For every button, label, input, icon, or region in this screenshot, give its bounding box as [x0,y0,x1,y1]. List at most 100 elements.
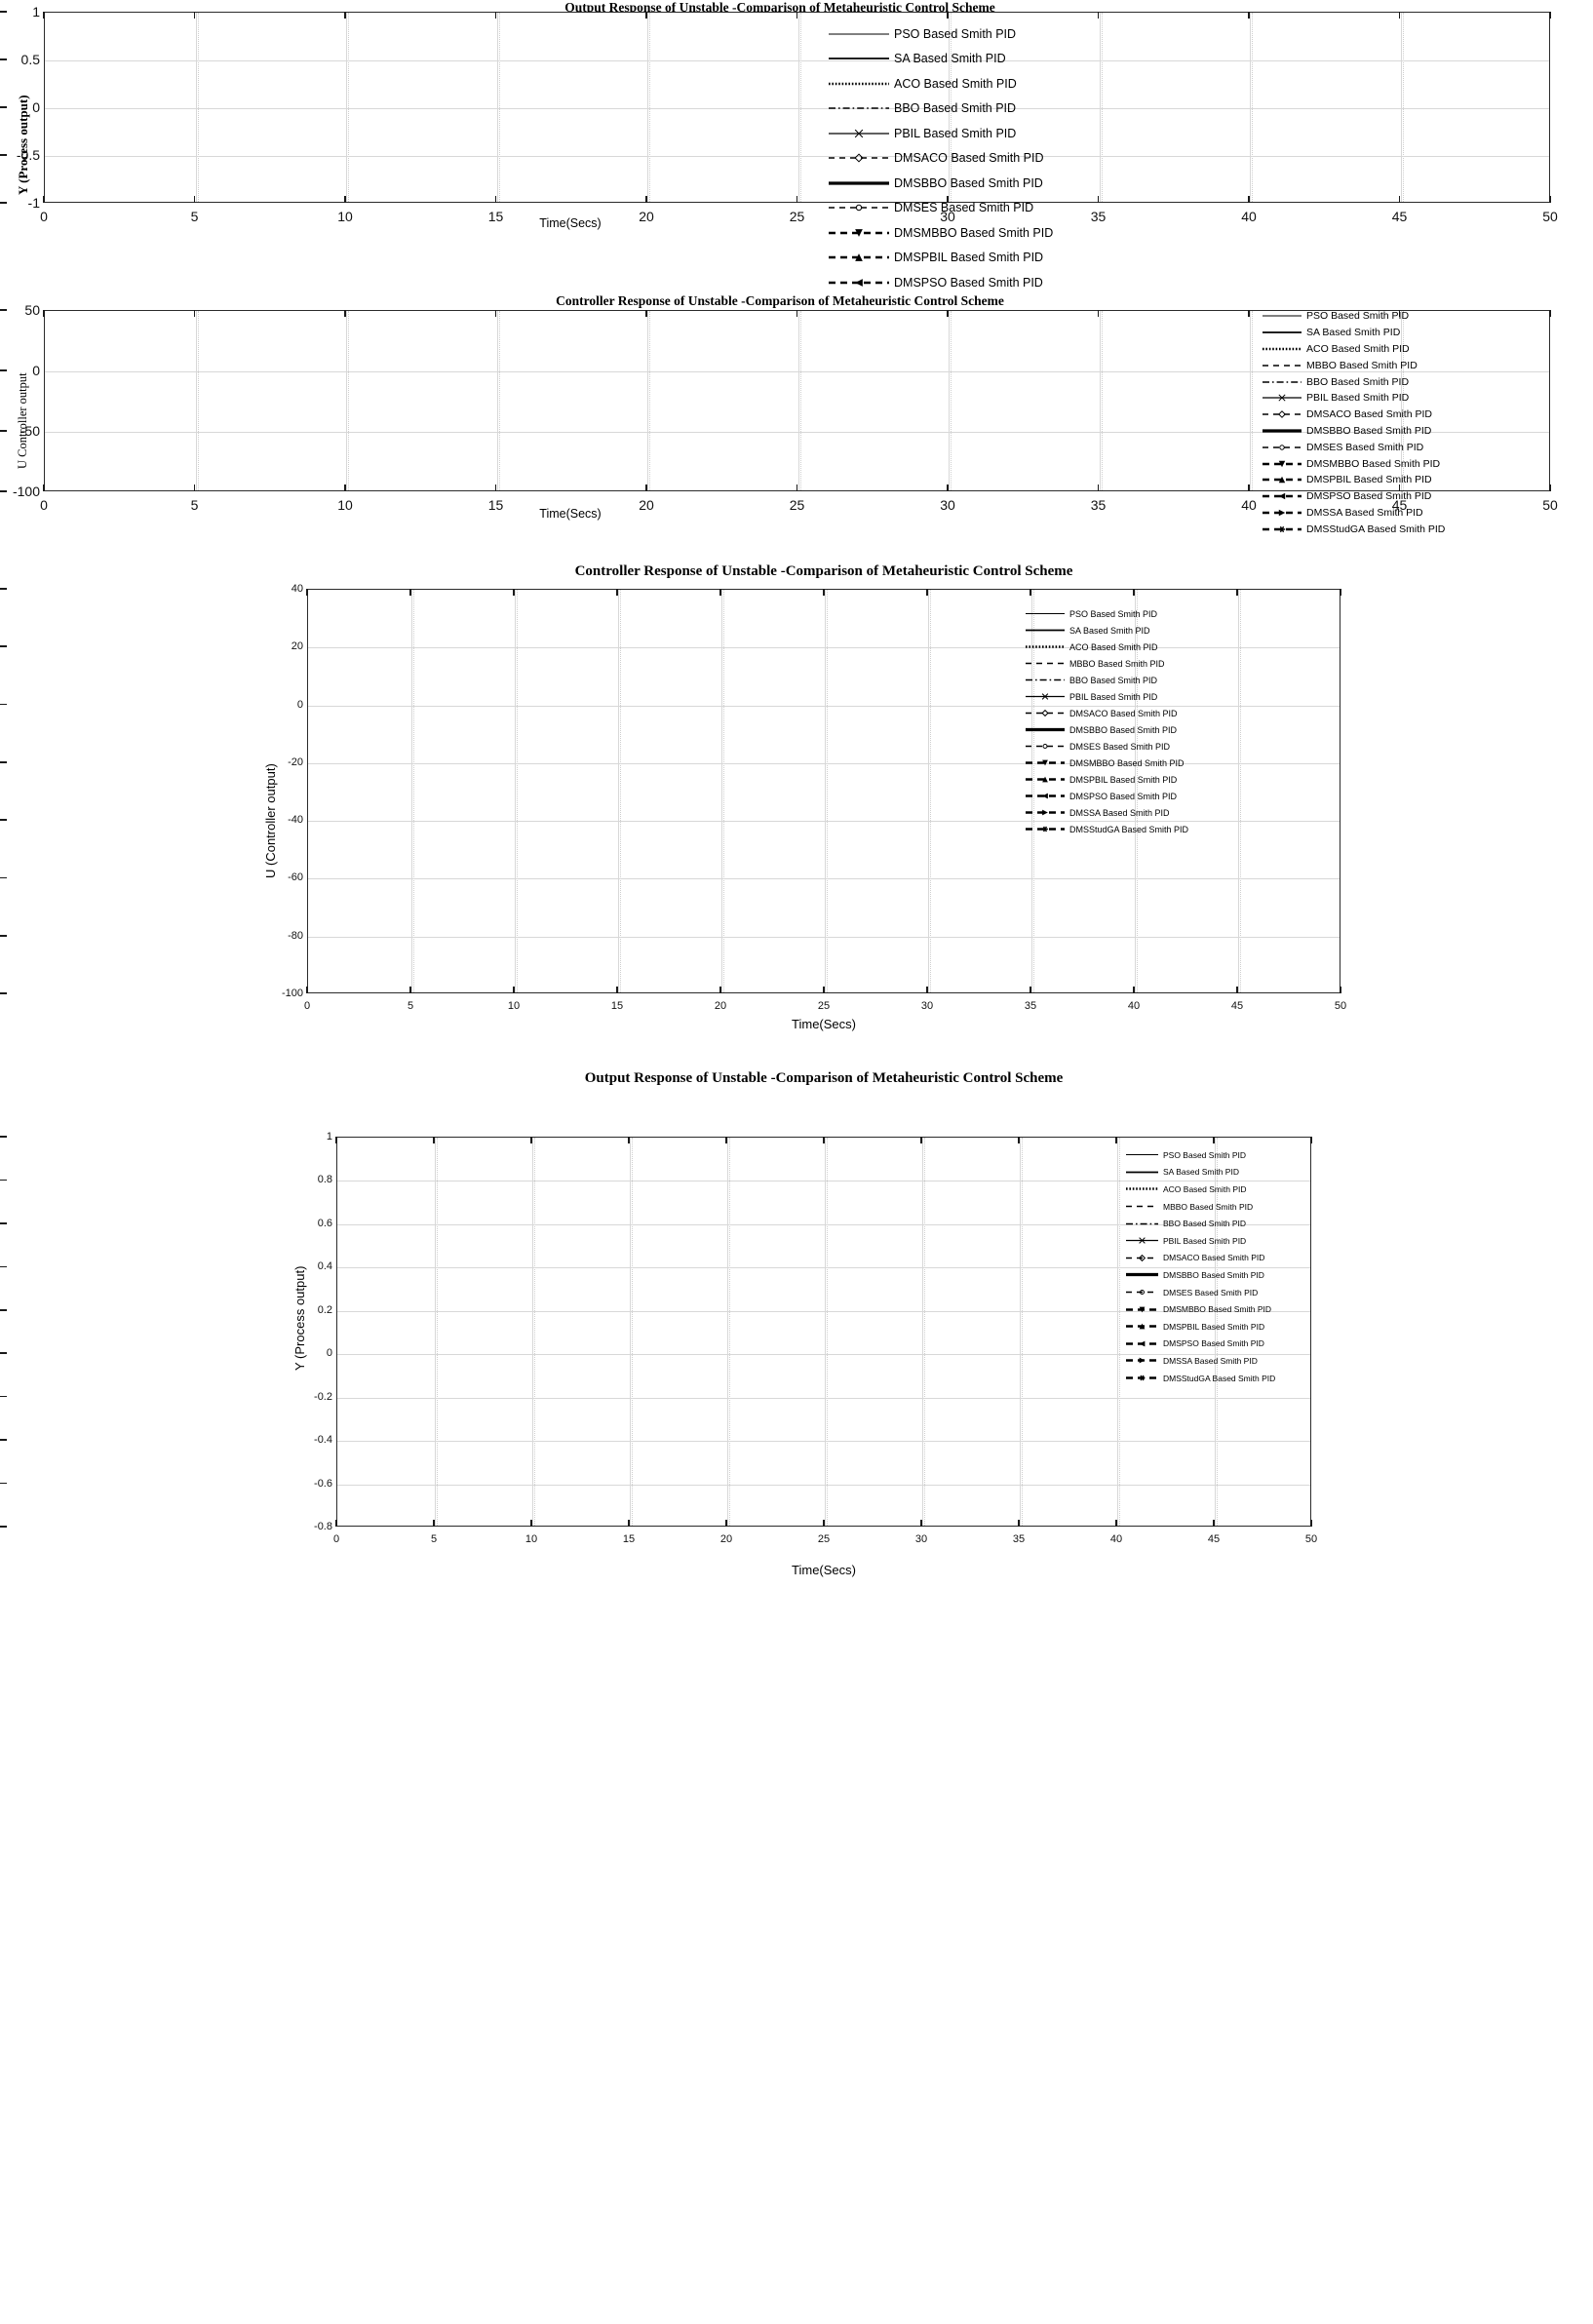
gridline-horizontal [45,371,1549,372]
x-tick-top [926,589,928,596]
gridline-horizontal [337,1441,1310,1443]
legend-item[interactable]: ACO Based Smith PID [1026,639,1289,655]
legend-line-sample-solid-x [1126,1236,1158,1245]
x-tick [306,987,308,993]
legend-item[interactable]: DMSPBIL Based Smith PID [1126,1318,1370,1336]
legend-line-sample-solid-med [1126,1168,1158,1177]
gridline-vertical [727,1138,728,1526]
legend-item[interactable]: SA Based Smith PID [1026,622,1289,639]
legend-item[interactable]: DMSBBO Based Smith PID [1026,721,1289,738]
legend-item[interactable]: DMSACO Based Smith PID [829,146,1238,172]
x-tick-top [823,1137,825,1143]
gridline-vertical-dotted [1137,590,1139,992]
legend-item[interactable]: PBIL Based Smith PID [1026,688,1289,705]
legend-line-sample-dashed [1026,659,1065,668]
gridline-horizontal [45,432,1549,433]
gridline-vertical-dotted [632,1138,634,1526]
x-tick [1340,987,1341,993]
legend-item[interactable]: DMSPSO Based Smith PID [1026,788,1289,804]
legend-item[interactable]: DMSSA Based Smith PID [1263,505,1593,522]
legend-line-sample-dash-triangle-down [1126,1305,1158,1314]
y-tick [0,106,7,108]
legend-line-sample-dash-triangle-left [829,277,889,289]
x-tick [1018,1520,1020,1527]
gridline-vertical-dotted [498,311,501,490]
gridline-vertical-dotted [1252,13,1254,202]
legend-item[interactable]: DMSPSO Based Smith PID [1126,1336,1370,1353]
legend-item[interactable]: PBIL Based Smith PID [1126,1232,1370,1250]
legend-item[interactable]: ACO Based Smith PID [1126,1181,1370,1198]
x-tick-top [947,12,949,19]
x-tick [796,484,798,491]
legend-item[interactable]: DMSStudGA Based Smith PID [1263,521,1593,537]
legend-item[interactable]: MBBO Based Smith PID [1263,357,1593,373]
legend-item[interactable]: DMSPBIL Based Smith PID [829,246,1238,271]
x-tick-top [1398,310,1401,317]
legend-item-label: PSO Based Smith PID [1069,608,1158,619]
legend-item[interactable]: DMSPBIL Based Smith PID [1263,472,1593,488]
legend-item[interactable]: DMSES Based Smith PID [1263,439,1593,455]
legend-item[interactable]: ACO Based Smith PID [1263,341,1593,358]
legend-item[interactable]: DMSBBO Based Smith PID [1263,423,1593,440]
legend-item-label: PBIL Based Smith PID [1163,1235,1247,1246]
legend-item[interactable]: SA Based Smith PID [1263,325,1593,341]
legend-item[interactable]: SA Based Smith PID [1126,1164,1370,1181]
x-tick-top [193,12,196,19]
legend-item[interactable]: PBIL Based Smith PID [829,121,1238,146]
x-tick [645,196,647,203]
legend-item[interactable]: DMSPSO Based Smith PID [829,270,1238,295]
legend-item[interactable]: BBO Based Smith PID [1126,1215,1370,1232]
legend-item[interactable]: DMSACO Based Smith PID [1026,705,1289,721]
legend-item[interactable]: ACO Based Smith PID [829,71,1238,97]
legend-item[interactable]: DMSES Based Smith PID [829,196,1238,221]
y-tick [0,761,7,763]
x-tick [344,484,346,491]
legend-item-label: DMSBBO Based Smith PID [1163,1269,1264,1280]
legend-item[interactable]: DMSES Based Smith PID [1026,738,1289,755]
p3-legend: PSO Based Smith PID SA Based Smith PID ACO… [1026,605,1289,837]
legend-item[interactable]: DMSBBO Based Smith PID [829,171,1238,196]
legend-item[interactable]: DMSBBO Based Smith PID [1126,1266,1370,1284]
legend-item[interactable]: BBO Based Smith PID [1026,672,1289,688]
legend-item-label: BBO Based Smith PID [894,101,1017,116]
legend-item[interactable]: DMSMBBO Based Smith PID [1026,755,1289,771]
legend-line-sample-solid-heavy [1026,725,1065,734]
legend-line-sample-solid-heavy [1263,426,1302,436]
legend-item[interactable]: BBO Based Smith PID [1263,373,1593,390]
legend-item[interactable]: PSO Based Smith PID [1263,308,1593,325]
legend-item[interactable]: DMSSA Based Smith PID [1026,804,1289,821]
legend-item[interactable]: DMSES Based Smith PID [1126,1284,1370,1301]
legend-item[interactable]: DMSMBBO Based Smith PID [829,220,1238,246]
y-tick-label: -0.6 [314,1477,332,1490]
x-tick [1115,1520,1117,1527]
x-tick [1097,484,1100,491]
legend-item-label: DMSPSO Based Smith PID [1163,1338,1264,1349]
legend-item[interactable]: DMSMBBO Based Smith PID [1126,1300,1370,1318]
legend-line-sample-solid-med [1026,626,1065,635]
legend-item[interactable]: DMSStudGA Based Smith PID [1126,1370,1370,1387]
legend-item[interactable]: BBO Based Smith PID [829,97,1238,122]
legend-item-label: DMSPBIL Based Smith PID [1306,474,1432,486]
legend-item[interactable]: DMSPBIL Based Smith PID [1026,771,1289,788]
legend-item[interactable]: PSO Based Smith PID [829,21,1238,47]
legend-item[interactable]: MBBO Based Smith PID [1026,655,1289,672]
y-tick-label: 0 [326,1347,332,1360]
y-tick [0,1308,7,1311]
gridline-vertical [928,590,929,992]
legend-item[interactable]: DMSSA Based Smith PID [1126,1352,1370,1370]
panel2-x-axis-title: Time(Secs) [539,507,602,521]
y-tick [0,1222,7,1224]
legend-item[interactable]: DMSACO Based Smith PID [1126,1250,1370,1267]
y-tick [0,1482,7,1485]
x-tick-top [920,1137,922,1143]
legend-item[interactable]: SA Based Smith PID [829,47,1238,72]
legend-item[interactable]: DMSMBBO Based Smith PID [1263,455,1593,472]
x-tick-label: 50 [1542,497,1558,513]
legend-item[interactable]: MBBO Based Smith PID [1126,1198,1370,1216]
legend-item[interactable]: PBIL Based Smith PID [1263,390,1593,407]
legend-item[interactable]: DMSACO Based Smith PID [1263,407,1593,423]
legend-item[interactable]: PSO Based Smith PID [1126,1146,1370,1164]
legend-item[interactable]: DMSPSO Based Smith PID [1263,488,1593,505]
legend-item[interactable]: PSO Based Smith PID [1026,605,1289,622]
legend-item[interactable]: DMSStudGA Based Smith PID [1026,821,1289,837]
